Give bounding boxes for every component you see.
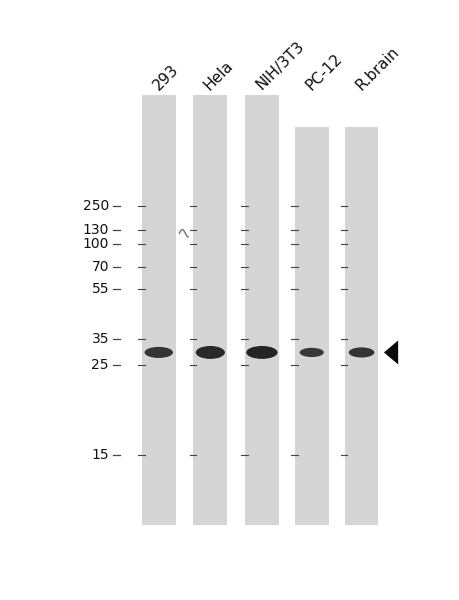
Ellipse shape (246, 346, 278, 359)
Ellipse shape (300, 348, 324, 357)
Text: 293: 293 (150, 62, 181, 93)
Bar (295, 127, 329, 525)
Ellipse shape (145, 347, 173, 358)
Text: 250: 250 (83, 199, 109, 213)
Bar (345, 127, 378, 525)
Text: 15: 15 (91, 448, 109, 463)
Ellipse shape (196, 346, 225, 359)
Bar (142, 95, 176, 525)
Text: Hela: Hela (202, 58, 236, 93)
Ellipse shape (349, 347, 375, 358)
Text: 55: 55 (91, 282, 109, 296)
Text: PC-12: PC-12 (303, 50, 345, 93)
Text: 25: 25 (91, 358, 109, 373)
Text: 130: 130 (83, 223, 109, 238)
Polygon shape (384, 340, 398, 364)
Text: 35: 35 (91, 332, 109, 346)
Text: NIH/3T3: NIH/3T3 (253, 39, 307, 93)
Text: 70: 70 (91, 260, 109, 274)
Text: R.brain: R.brain (353, 44, 402, 93)
Bar (245, 95, 279, 525)
Bar (193, 95, 227, 525)
Text: 100: 100 (83, 237, 109, 251)
